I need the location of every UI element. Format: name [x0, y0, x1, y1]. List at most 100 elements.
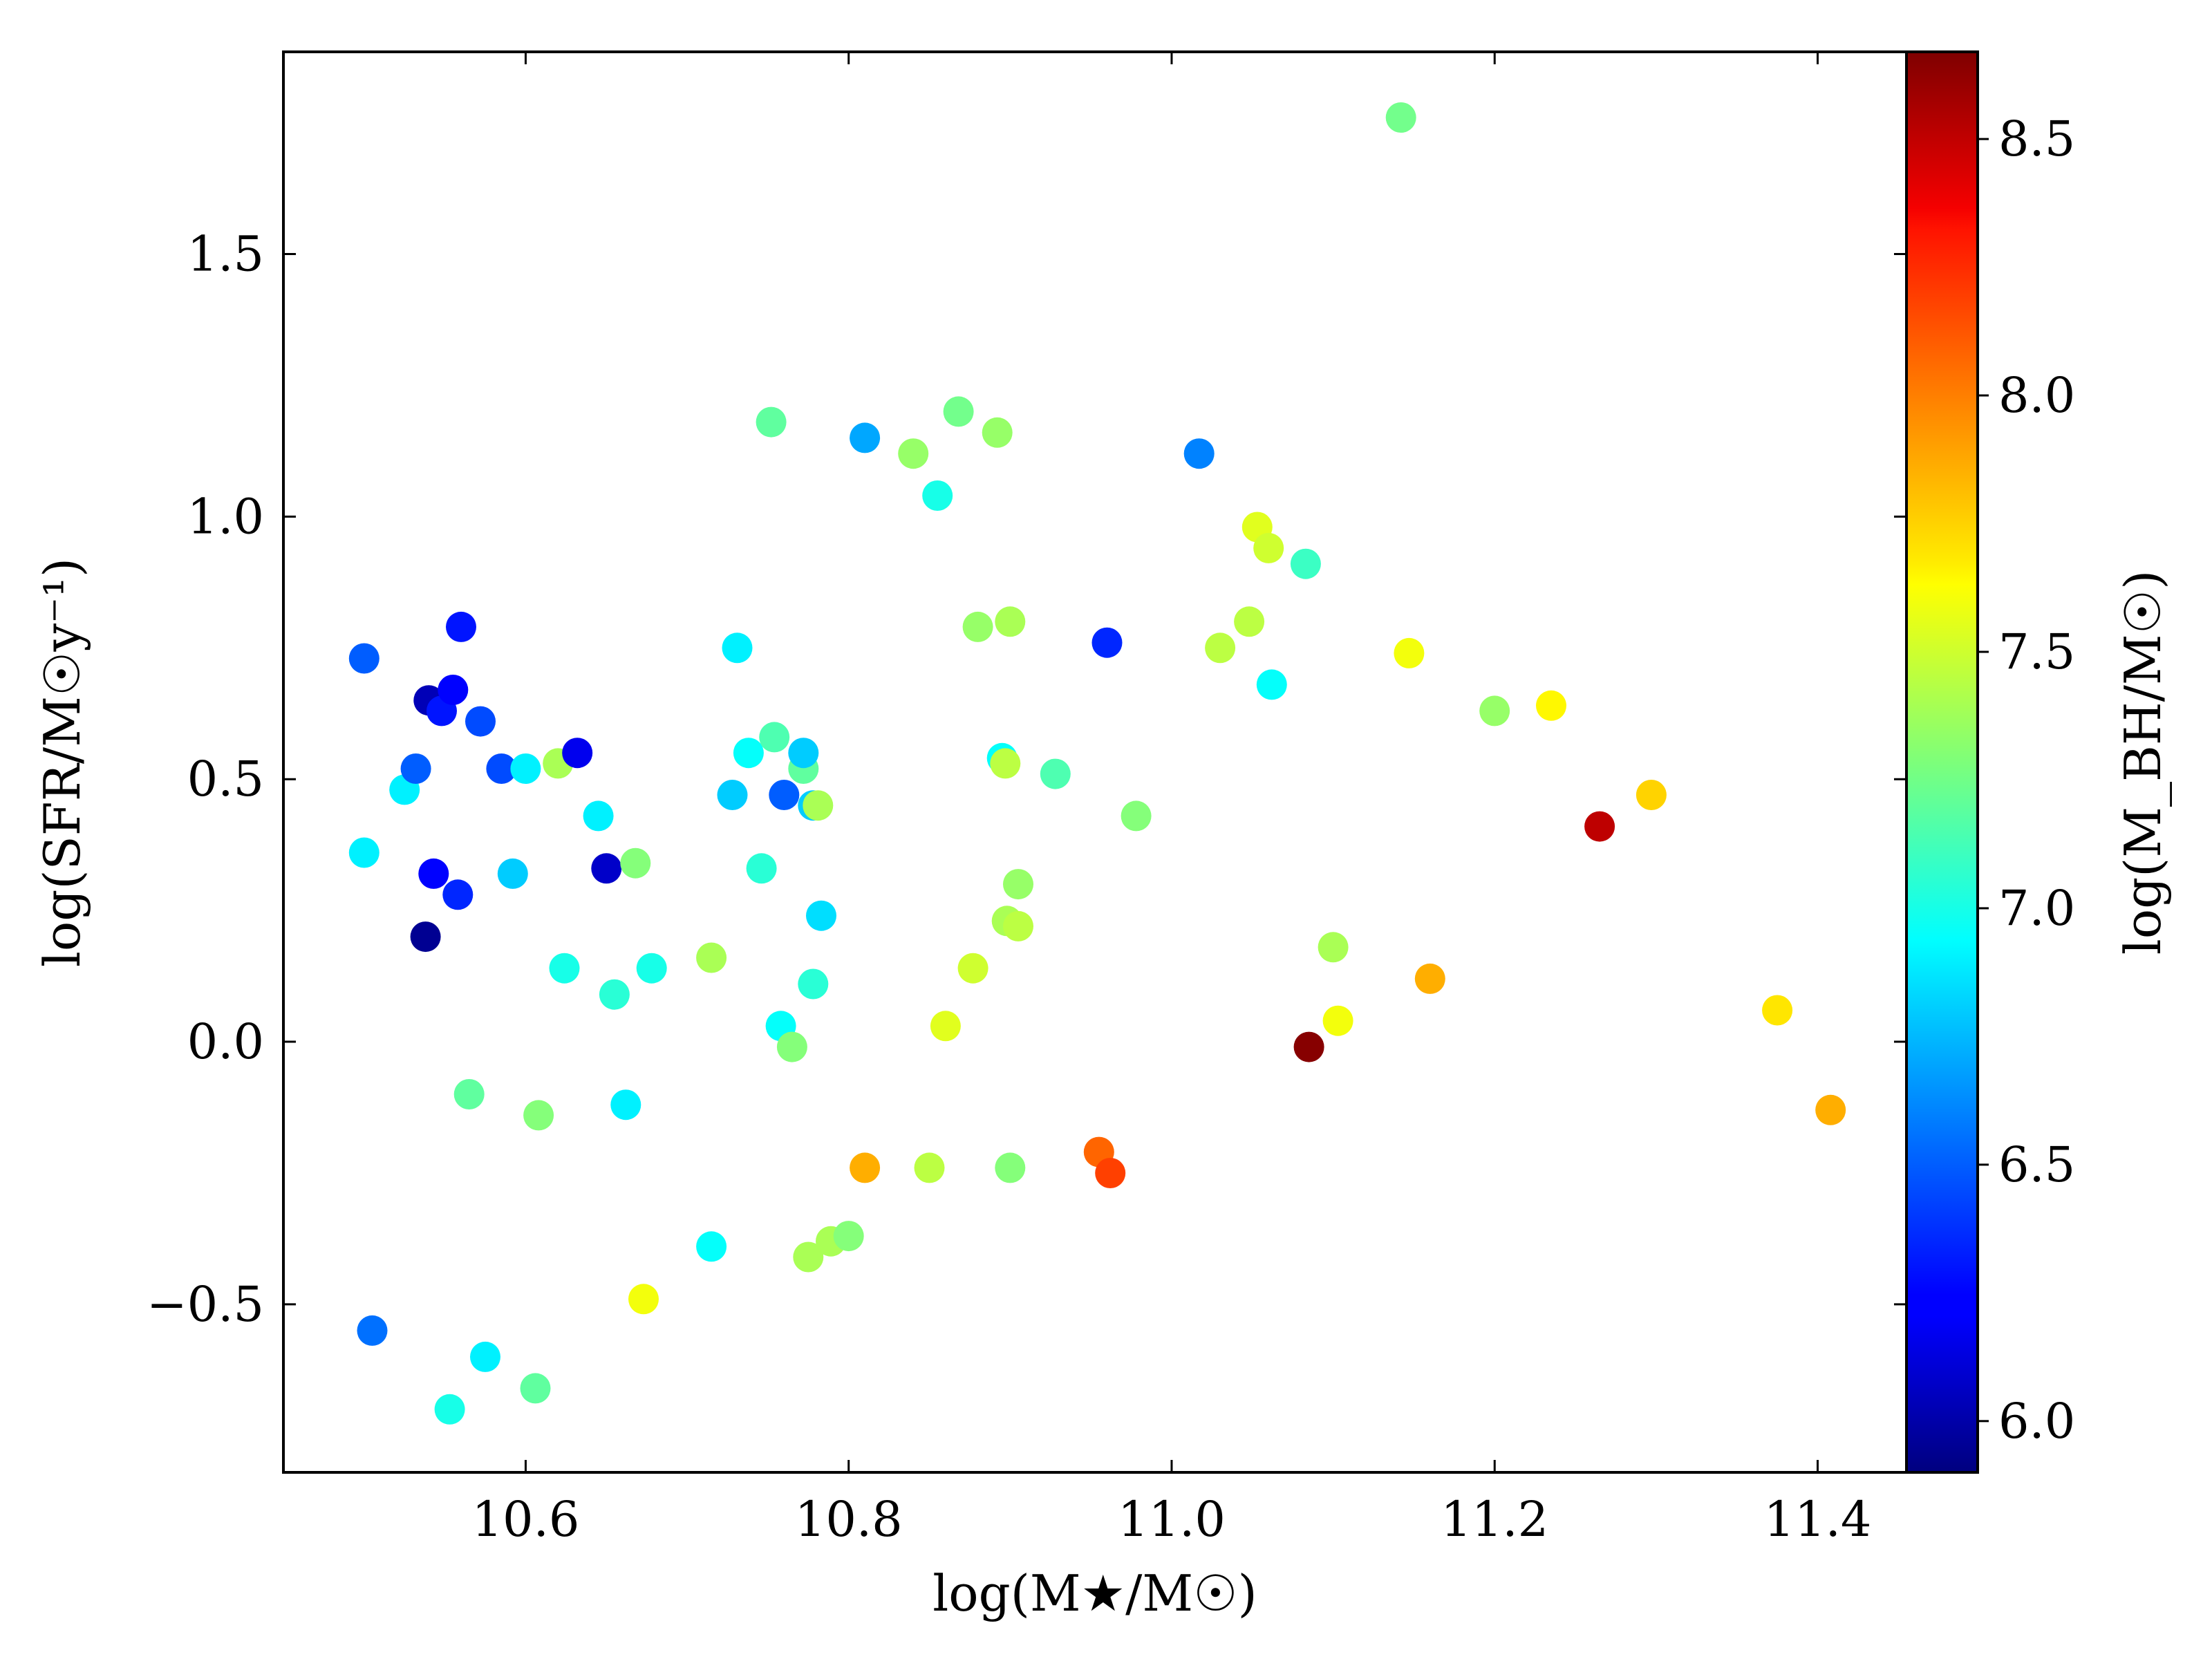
y-axis: −0.5 0.0 0.5 1.0 1.5	[147, 225, 1906, 1333]
x-tick-label: 11.2	[1441, 1491, 1548, 1548]
data-point	[776, 1031, 807, 1062]
data-point	[438, 675, 469, 705]
data-point	[1815, 1094, 1846, 1125]
data-point	[418, 858, 449, 889]
data-point	[769, 780, 800, 810]
y-tick-label: 0.5	[187, 751, 264, 807]
data-point	[759, 722, 790, 753]
colorbar-tick-label: 8.0	[1998, 367, 2075, 424]
data-point	[348, 643, 379, 674]
data-point	[620, 847, 651, 879]
scatter-points	[348, 102, 1846, 1425]
data-point	[510, 753, 541, 784]
data-point	[520, 1373, 551, 1404]
data-point	[722, 632, 753, 664]
x-tick-label: 10.6	[472, 1491, 580, 1548]
x-tick-label: 11.0	[1118, 1491, 1226, 1548]
data-point	[957, 953, 988, 984]
data-point	[756, 406, 787, 438]
data-point	[446, 611, 476, 642]
colorbar-tick-label: 7.0	[1998, 880, 2075, 937]
data-point	[1095, 1158, 1126, 1188]
data-point	[982, 417, 1013, 448]
data-point	[1003, 910, 1033, 941]
data-point	[788, 738, 819, 769]
y-tick-label: −0.5	[147, 1276, 264, 1333]
data-point	[465, 706, 496, 737]
data-point	[1536, 690, 1566, 721]
data-point	[549, 953, 580, 984]
data-point	[442, 879, 474, 910]
colorbar-axis: 6.0 6.5 7.0 7.5 8.0 8.5	[1978, 111, 2075, 1450]
data-point	[995, 1152, 1026, 1183]
data-point	[850, 422, 881, 453]
data-point	[1183, 438, 1215, 469]
x-tick-label: 11.4	[1764, 1491, 1872, 1548]
data-point	[583, 800, 614, 832]
data-point	[1290, 548, 1321, 579]
data-point	[497, 858, 528, 889]
data-point	[434, 1394, 465, 1425]
data-point	[806, 900, 836, 931]
data-point	[696, 1231, 727, 1262]
data-point	[1318, 932, 1349, 963]
data-point	[922, 480, 953, 511]
x-tick-label: 10.8	[795, 1491, 903, 1548]
data-point	[833, 1221, 864, 1252]
data-point	[636, 953, 667, 984]
data-point	[914, 1152, 945, 1183]
data-point	[562, 738, 593, 769]
data-point	[696, 942, 727, 973]
data-point	[798, 968, 829, 1000]
data-point	[962, 611, 993, 642]
colorbar-tick-label: 6.5	[1998, 1136, 2075, 1193]
data-point	[357, 1315, 388, 1346]
x-axis: 10.6 10.8 11.0 11.2 11.4	[472, 52, 1872, 1548]
data-point	[348, 837, 379, 868]
data-point	[746, 853, 777, 884]
data-point	[1385, 102, 1416, 133]
colorbar-label: log(M_BH/M☉)	[2114, 570, 2172, 955]
data-point	[1584, 811, 1615, 842]
data-point	[1479, 695, 1510, 727]
data-point	[1414, 963, 1445, 994]
data-point	[1121, 800, 1152, 832]
data-point	[1253, 532, 1284, 563]
data-point	[1091, 627, 1123, 658]
data-point	[1205, 632, 1236, 664]
data-point	[1256, 669, 1287, 700]
colorbar-tick-label: 8.5	[1998, 111, 2075, 167]
colorbar-tick-label: 6.0	[1998, 1393, 2075, 1450]
data-point	[1234, 606, 1265, 637]
data-point	[733, 738, 764, 769]
data-point	[470, 1341, 500, 1372]
data-point	[486, 753, 517, 784]
data-point	[1003, 869, 1033, 900]
data-point	[410, 921, 441, 953]
data-point	[400, 753, 431, 784]
data-point	[803, 790, 834, 821]
data-point	[1322, 1005, 1353, 1036]
data-point	[599, 979, 630, 1010]
data-point	[591, 853, 622, 884]
data-point	[930, 1011, 961, 1042]
data-point	[523, 1100, 554, 1131]
data-point	[610, 1089, 641, 1121]
data-point	[717, 780, 748, 810]
y-tick-label: 1.5	[187, 225, 264, 282]
data-point	[453, 1079, 485, 1109]
data-point	[1040, 758, 1071, 789]
y-tick-label: 0.0	[187, 1013, 264, 1070]
data-point	[793, 1241, 824, 1273]
y-axis-label: log(SFR/M☉y⁻¹)	[33, 558, 91, 967]
data-point	[1394, 637, 1425, 668]
colorbar-tick-label: 7.5	[1998, 624, 2075, 680]
data-point	[1762, 995, 1793, 1026]
data-point	[628, 1284, 659, 1315]
data-point	[943, 396, 974, 427]
data-point	[850, 1152, 881, 1183]
data-point	[898, 438, 929, 469]
data-point	[1635, 780, 1667, 810]
data-point	[990, 748, 1021, 779]
